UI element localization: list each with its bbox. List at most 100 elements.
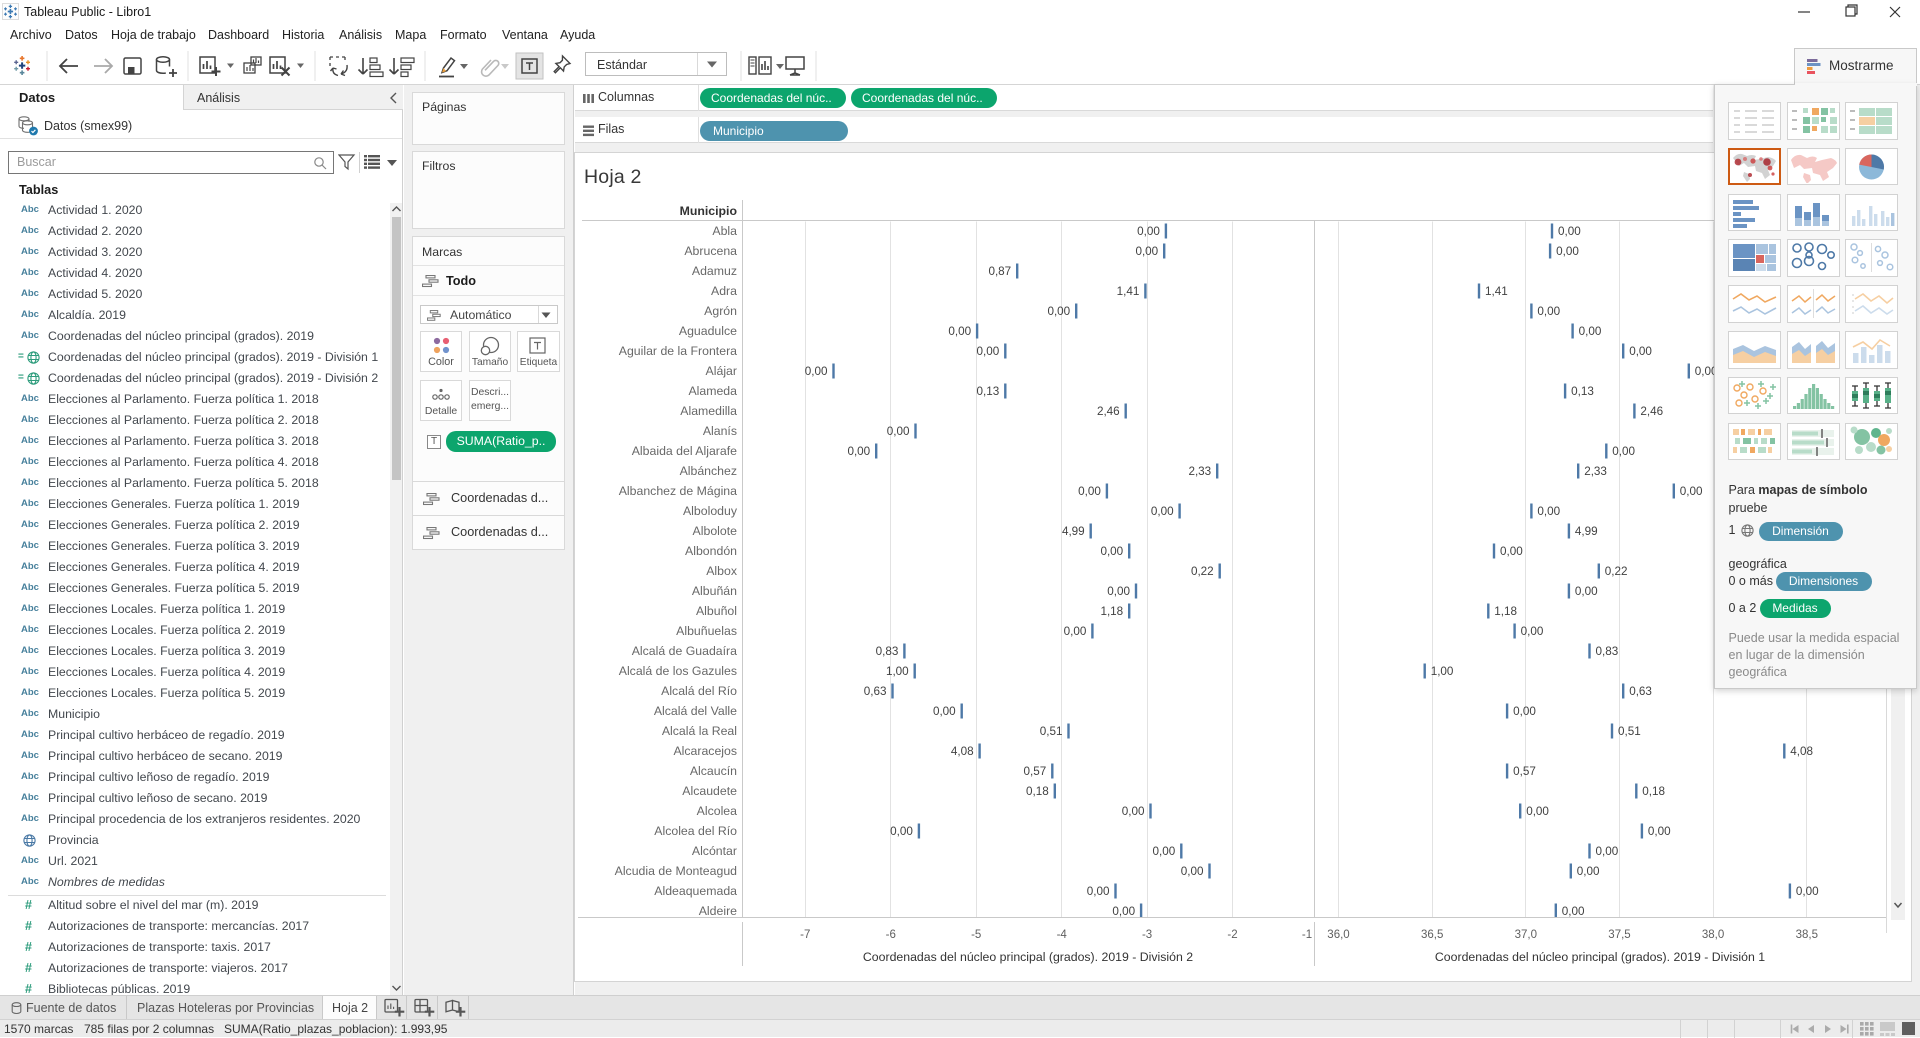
svg-text:0,63: 0,63 — [864, 685, 887, 698]
svg-text:0,22: 0,22 — [1605, 565, 1628, 578]
svg-text:4,99: 4,99 — [1062, 525, 1085, 538]
svg-text:1,00: 1,00 — [1431, 665, 1454, 678]
svg-text:0,00: 0,00 — [1087, 885, 1110, 898]
svg-text:0,00: 0,00 — [1181, 865, 1204, 878]
svg-text:0,00: 0,00 — [1612, 445, 1635, 458]
svg-text:Coordenadas del núcleo princip: Coordenadas del núcleo principal (grados… — [1435, 950, 1765, 964]
svg-text:0,18: 0,18 — [1642, 785, 1665, 798]
svg-text:Agrón: Agrón — [704, 304, 737, 318]
svg-text:Aldeire: Aldeire — [699, 904, 737, 918]
svg-text:0,83: 0,83 — [1596, 645, 1619, 658]
svg-text:38,0: 38,0 — [1702, 929, 1724, 941]
svg-text:0,00: 0,00 — [1137, 225, 1160, 238]
svg-text:Aguilar de la Frontera: Aguilar de la Frontera — [619, 344, 737, 358]
svg-text:0,00: 0,00 — [1648, 825, 1671, 838]
svg-text:Estándar: Estándar — [597, 58, 647, 72]
svg-text:0,00: 0,00 — [1526, 805, 1549, 818]
svg-text:Albaida del Aljarafe: Albaida del Aljarafe — [632, 444, 737, 458]
svg-text:Alcóntar: Alcóntar — [692, 844, 737, 858]
svg-text:37,0: 37,0 — [1515, 929, 1537, 941]
svg-text:0,22: 0,22 — [1191, 565, 1214, 578]
svg-text:0,00: 0,00 — [1562, 905, 1585, 918]
svg-text:0,00: 0,00 — [1537, 505, 1560, 518]
svg-text:0,00: 0,00 — [1122, 805, 1145, 818]
svg-text:36,0: 36,0 — [1327, 929, 1349, 941]
svg-text:Abla: Abla — [712, 224, 737, 238]
svg-text:Alcalá del Río: Alcalá del Río — [661, 684, 737, 698]
svg-text:0,13: 0,13 — [1571, 385, 1594, 398]
svg-text:2,46: 2,46 — [1097, 405, 1120, 418]
svg-text:0,00: 0,00 — [948, 325, 971, 338]
svg-text:0,00: 0,00 — [847, 445, 870, 458]
svg-text:1,18: 1,18 — [1494, 605, 1517, 618]
svg-text:4,08: 4,08 — [951, 745, 974, 758]
svg-text:Alcalá de los Gazules: Alcalá de los Gazules — [619, 664, 737, 678]
svg-text:-3: -3 — [1142, 929, 1152, 941]
svg-text:Albánchez: Albánchez — [680, 464, 737, 478]
svg-text:Aldeaquemada: Aldeaquemada — [654, 884, 737, 898]
svg-text:0,57: 0,57 — [1513, 765, 1536, 778]
svg-text:Abrucena: Abrucena — [684, 244, 737, 258]
svg-text:Alanís: Alanís — [703, 424, 737, 438]
svg-text:0,00: 0,00 — [1047, 305, 1070, 318]
svg-text:Alcaudete: Alcaudete — [682, 784, 737, 798]
svg-text:Alcudia de Monteagud: Alcudia de Monteagud — [615, 864, 738, 878]
svg-text:0,00: 0,00 — [1575, 585, 1598, 598]
svg-text:Albuñuelas: Albuñuelas — [676, 624, 737, 638]
svg-text:0,00: 0,00 — [1100, 545, 1123, 558]
svg-text:0,00: 0,00 — [1107, 585, 1130, 598]
svg-text:1,41: 1,41 — [1117, 285, 1140, 298]
svg-text:Albuñol: Albuñol — [696, 604, 737, 618]
svg-text:0,00: 0,00 — [887, 425, 910, 438]
svg-text:-5: -5 — [971, 929, 981, 941]
svg-text:Alcolea del Río: Alcolea del Río — [654, 824, 737, 838]
svg-text:1,00: 1,00 — [886, 665, 909, 678]
svg-text:0,51: 0,51 — [1618, 725, 1641, 738]
svg-text:Albanchez de Mágina: Albanchez de Mágina — [619, 484, 737, 498]
svg-text:0,00: 0,00 — [1537, 305, 1560, 318]
svg-text:Albuñán: Albuñán — [692, 584, 737, 598]
svg-text:0,63: 0,63 — [1629, 685, 1652, 698]
svg-text:0,00: 0,00 — [1151, 505, 1174, 518]
svg-text:-6: -6 — [886, 929, 896, 941]
svg-text:0,00: 0,00 — [1078, 485, 1101, 498]
svg-text:0,00: 0,00 — [1579, 325, 1602, 338]
svg-text:2,33: 2,33 — [1188, 465, 1211, 478]
svg-text:Municipio: Municipio — [680, 204, 738, 218]
svg-text:-2: -2 — [1227, 929, 1237, 941]
svg-text:1,18: 1,18 — [1100, 605, 1123, 618]
svg-text:Aguadulce: Aguadulce — [679, 324, 737, 338]
svg-text:0,00: 0,00 — [1796, 885, 1819, 898]
svg-text:0,00: 0,00 — [1064, 625, 1087, 638]
svg-text:Alboloduy: Alboloduy — [683, 504, 738, 518]
svg-text:0,00: 0,00 — [1500, 545, 1523, 558]
svg-text:0,00: 0,00 — [890, 825, 913, 838]
svg-text:Alcalá del Valle: Alcalá del Valle — [654, 704, 737, 718]
svg-text:0,00: 0,00 — [1153, 845, 1176, 858]
svg-text:Albondón: Albondón — [685, 544, 737, 558]
svg-text:0,00: 0,00 — [1521, 625, 1544, 638]
svg-text:Alcalá de Guadaíra: Alcalá de Guadaíra — [632, 644, 737, 658]
svg-text:0,00: 0,00 — [1135, 245, 1158, 258]
svg-text:0,00: 0,00 — [1513, 705, 1536, 718]
svg-text:4,08: 4,08 — [1790, 745, 1813, 758]
svg-text:0,00: 0,00 — [1112, 905, 1135, 918]
svg-text:Alcaracejos: Alcaracejos — [673, 744, 737, 758]
svg-text:-1: -1 — [1302, 929, 1312, 941]
svg-text:0,00: 0,00 — [1629, 345, 1652, 358]
svg-text:Alcaucín: Alcaucín — [690, 764, 737, 778]
svg-text:0,00: 0,00 — [1558, 225, 1581, 238]
svg-text:Alamedilla: Alamedilla — [680, 404, 737, 418]
svg-text:0,00: 0,00 — [805, 365, 828, 378]
svg-text:36,5: 36,5 — [1421, 929, 1443, 941]
svg-text:-4: -4 — [1057, 929, 1068, 941]
svg-text:0,51: 0,51 — [1040, 725, 1063, 738]
svg-text:0,13: 0,13 — [977, 385, 1000, 398]
svg-text:4,99: 4,99 — [1575, 525, 1598, 538]
svg-text:Alameda: Alameda — [688, 384, 737, 398]
svg-text:2,46: 2,46 — [1640, 405, 1663, 418]
svg-text:2,33: 2,33 — [1584, 465, 1607, 478]
svg-text:0,87: 0,87 — [988, 265, 1011, 278]
svg-text:0,00: 0,00 — [1596, 845, 1619, 858]
svg-text:0,00: 0,00 — [1577, 865, 1600, 878]
